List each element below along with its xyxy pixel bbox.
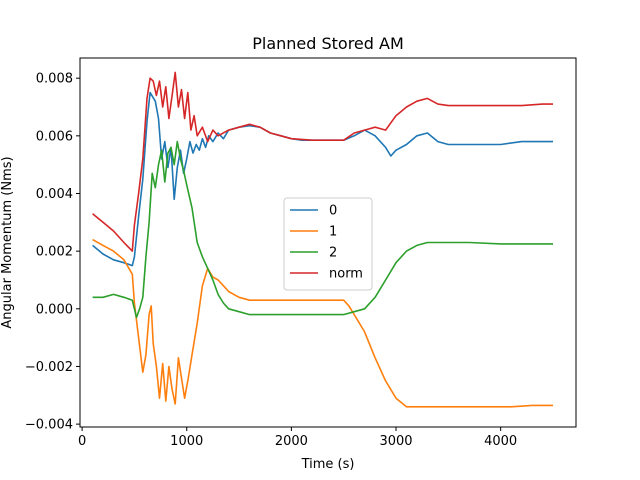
x-tick-label: 3000: [379, 434, 412, 449]
y-axis-label: Angular Momentum (Nms): [0, 156, 15, 328]
series-line-2: [92, 140, 553, 319]
x-tick-label: 2000: [275, 434, 308, 449]
chart-title: Planned Stored AM: [252, 34, 404, 53]
legend-label-1: 1: [329, 225, 337, 240]
y-tick-label: 0.002: [36, 245, 73, 260]
series-line-0: [92, 91, 553, 267]
series-group: [92, 71, 553, 408]
x-tick-label: 1000: [170, 434, 203, 449]
x-axis-label: Time (s): [301, 457, 355, 472]
y-tick-label: 0.004: [36, 187, 73, 202]
x-tick-label: 0: [78, 434, 86, 449]
legend-label-2: 2: [329, 246, 337, 261]
legend-label-0: 0: [329, 204, 337, 219]
ticks-group: 0 1000 2000 3000 4000 −0.004 −0.002 0.000 0.002 0…: [25, 72, 517, 449]
y-tick-label: −0.002: [25, 360, 73, 375]
legend-box: [283, 197, 373, 291]
series-line-1: [92, 238, 553, 408]
series-line-norm: [92, 71, 553, 252]
y-tick-label: −0.004: [25, 418, 73, 433]
x-tick-label: 4000: [484, 434, 517, 449]
plot-frame: [79, 57, 577, 428]
y-tick-label: 0.008: [36, 72, 73, 87]
legend-label-norm: norm: [329, 267, 363, 282]
legend: 0 1 2 norm: [283, 197, 373, 291]
y-tick-label: 0.006: [36, 129, 73, 144]
y-tick-label: 0.000: [36, 302, 73, 317]
